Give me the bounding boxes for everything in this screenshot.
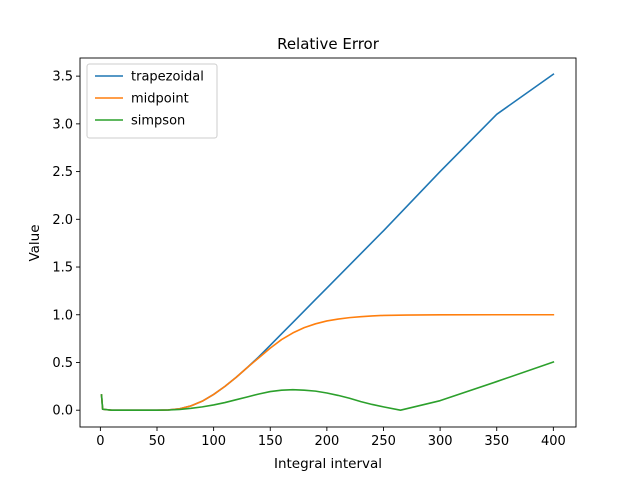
legend: trapezoidal midpoint simpson — [86, 63, 218, 139]
x-tick-label: 100 — [201, 434, 226, 449]
y-tick-label: 1.5 — [52, 261, 73, 276]
legend-label-midpoint: midpoint — [131, 92, 189, 107]
x-tick-label: 350 — [484, 434, 509, 449]
legend-label-simpson: simpson — [131, 114, 185, 129]
y-tick-label: 2.5 — [52, 165, 73, 180]
axes-frame — [79, 57, 577, 428]
x-tick-label: 250 — [371, 434, 396, 449]
y-tick-label: 3.5 — [52, 70, 73, 85]
y-tick-label: 1.0 — [52, 308, 73, 323]
x-tick-label: 400 — [541, 434, 566, 449]
x-tick-label: 300 — [428, 434, 453, 449]
x-tick-label: 200 — [314, 434, 339, 449]
x-tick-label: 0 — [96, 434, 104, 449]
y-tick-label: 0.0 — [52, 404, 73, 419]
chart-title: Relative Error — [277, 35, 380, 53]
series-line-simpson — [100, 360, 555, 411]
y-tick-label: 0.5 — [52, 356, 73, 371]
legend-label-trapezoidal: trapezoidal — [131, 70, 204, 85]
y-tick-label: 3.0 — [52, 117, 73, 132]
x-tick-label: 50 — [149, 434, 166, 449]
y-axis-label: Value — [27, 224, 43, 261]
x-tick-label: 150 — [258, 434, 283, 449]
x-axis-label: Integral interval — [274, 456, 382, 472]
series-layer — [100, 73, 555, 411]
axes-layer: 0 50 100 150 200 250 300 350 400 0.0 0.5 1.0 1.5 2.0 2… — [52, 57, 577, 449]
y-tick-label: 2.0 — [52, 213, 73, 228]
